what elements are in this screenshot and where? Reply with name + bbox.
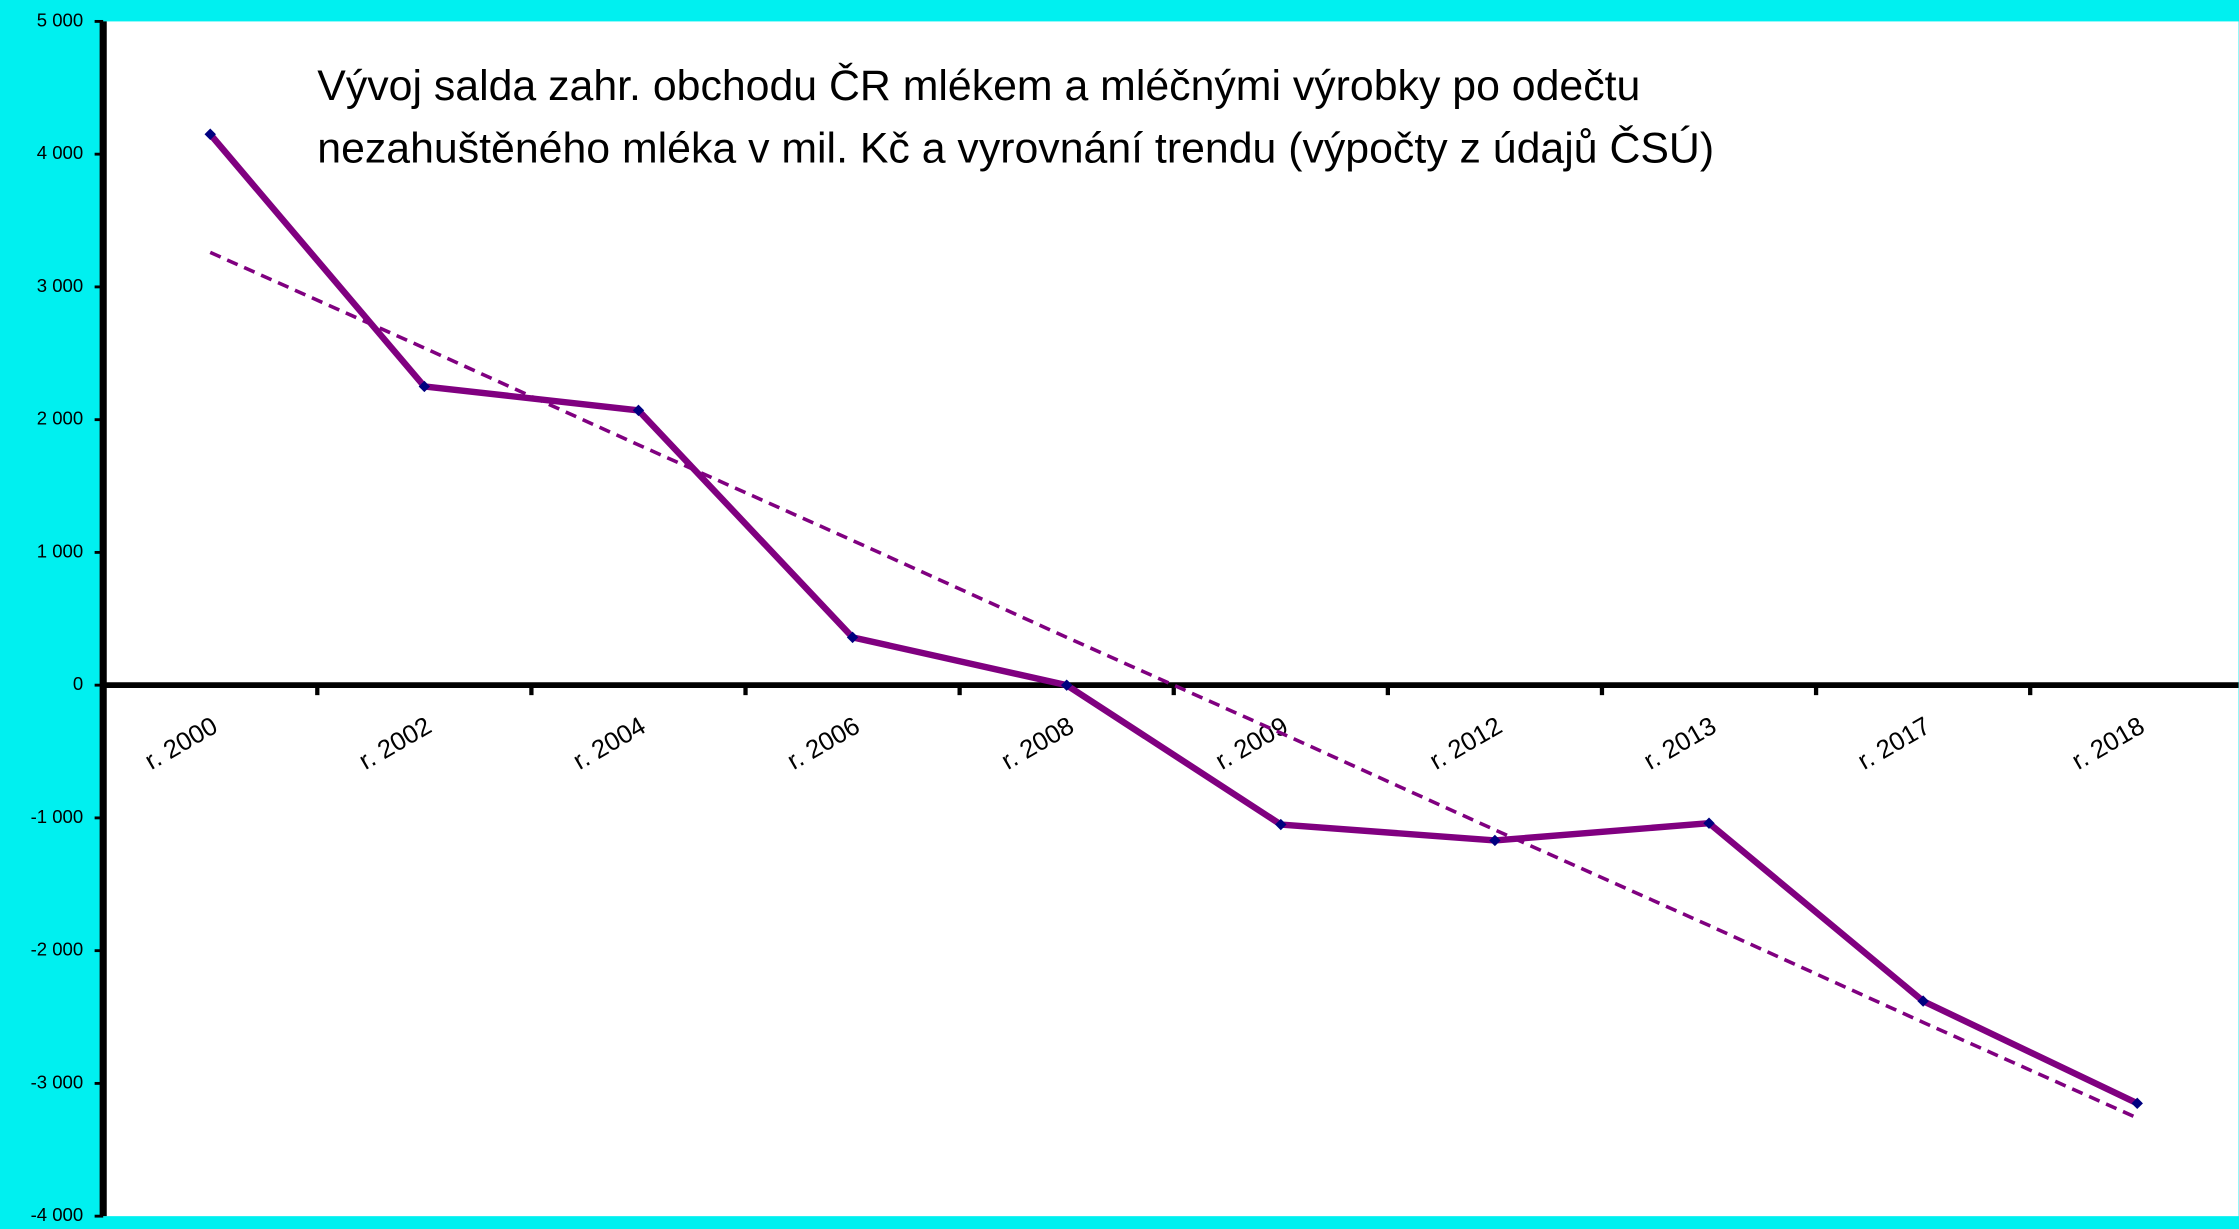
y-tick-label: 5 000 [37,9,83,30]
chart-title: Vývoj salda zahr. obchodu ČR mlékem a ml… [317,62,1640,110]
y-tick-label: -3 000 [31,1071,84,1092]
marker [1275,818,1287,831]
y-tick-label: 0 [73,673,83,694]
y-tick-label: 2 000 [37,408,83,429]
chart-title: nezahuštěného mléka v mil. Kč a vyrovnán… [317,125,1714,173]
marker [1703,817,1715,829]
marker [2131,1097,2143,1110]
marker [418,380,431,393]
y-tick-label: 3 000 [37,275,83,296]
marker [1060,679,1073,691]
marker [204,128,216,140]
y-tick-label: -2 000 [31,939,84,960]
plot-area [103,21,2239,1217]
y-tick-label: -1 000 [31,806,84,827]
y-tick-label: 1 000 [37,540,83,561]
y-tick-label: 4 000 [37,142,83,163]
data-line [207,132,2139,1107]
marker [1917,995,1929,1007]
y-tick-label: -4 000 [31,1204,84,1225]
marker [632,404,645,417]
